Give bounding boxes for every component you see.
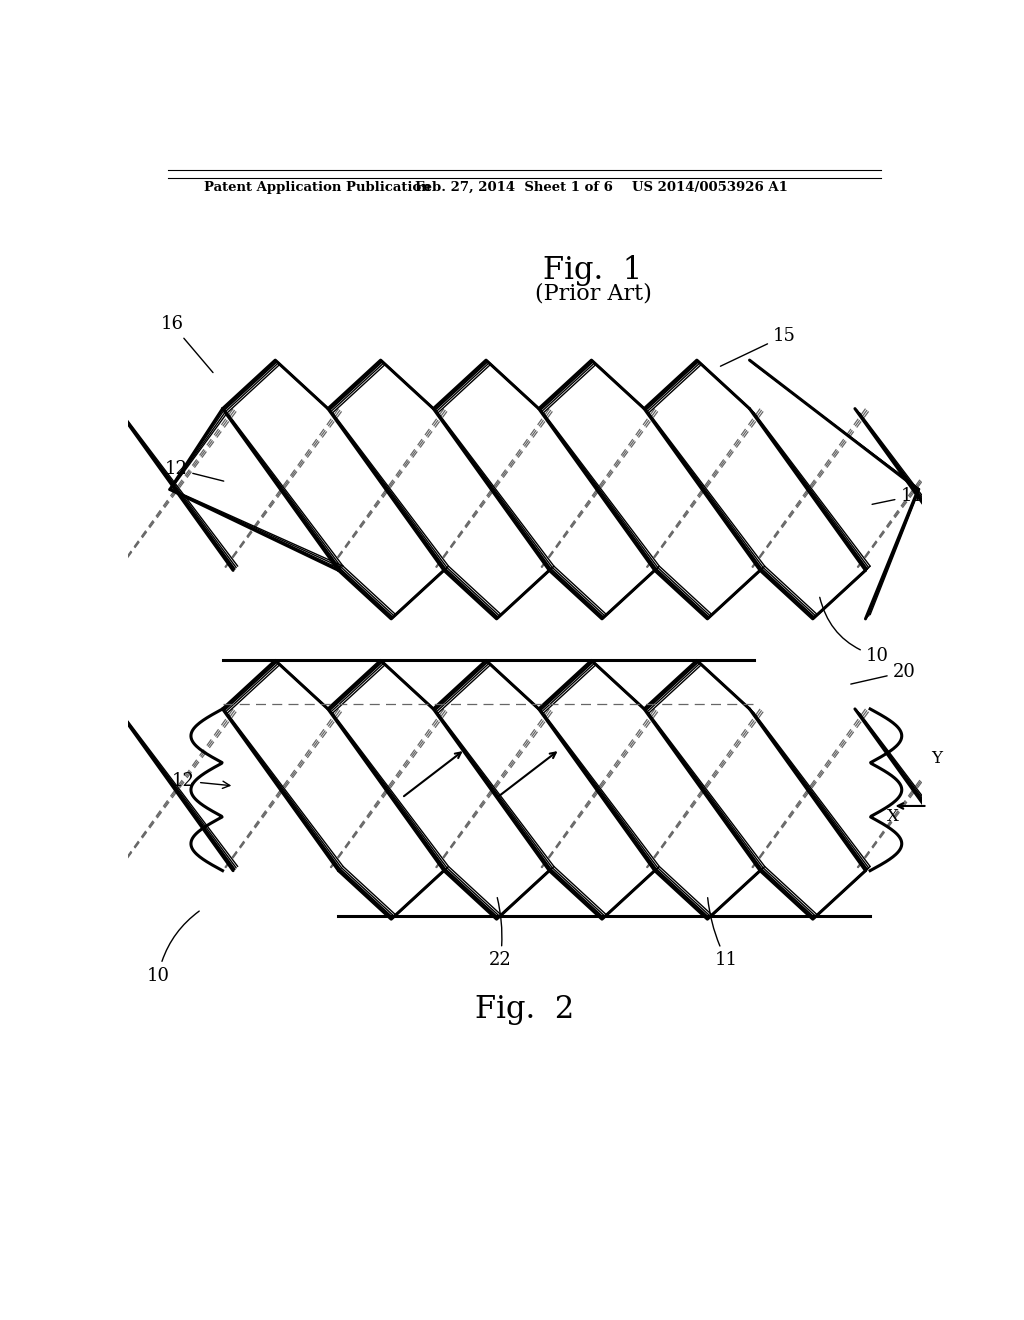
- Text: Feb. 27, 2014  Sheet 1 of 6: Feb. 27, 2014 Sheet 1 of 6: [415, 181, 612, 194]
- Text: 20: 20: [851, 663, 915, 684]
- Text: 12: 12: [165, 461, 223, 480]
- Text: US 2014/0053926 A1: US 2014/0053926 A1: [632, 181, 787, 194]
- Text: 11: 11: [872, 487, 924, 506]
- Text: (Prior Art): (Prior Art): [535, 282, 651, 304]
- Text: 10: 10: [146, 911, 200, 985]
- Text: 22: 22: [488, 898, 512, 969]
- Text: 12: 12: [172, 772, 229, 789]
- Text: Patent Application Publication: Patent Application Publication: [204, 181, 431, 194]
- Text: Y: Y: [932, 751, 942, 767]
- Text: 10: 10: [820, 598, 889, 665]
- Text: Fig.  1: Fig. 1: [544, 255, 643, 285]
- Text: 15: 15: [721, 327, 796, 366]
- Text: X: X: [887, 808, 899, 825]
- Text: 11: 11: [708, 898, 738, 969]
- Text: 16: 16: [161, 315, 213, 372]
- Text: Fig.  2: Fig. 2: [475, 994, 574, 1024]
